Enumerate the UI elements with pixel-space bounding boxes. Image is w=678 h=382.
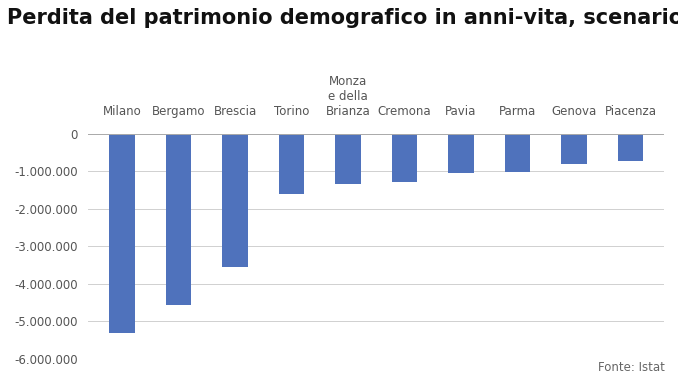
Bar: [448, 134, 474, 173]
Bar: [336, 134, 361, 184]
Bar: [166, 134, 191, 304]
Bar: [279, 134, 304, 194]
Bar: [222, 134, 247, 267]
Bar: [109, 134, 135, 333]
Text: Perdita del patrimonio demografico in anni-vita, scenario moderato: Perdita del patrimonio demografico in an…: [7, 8, 678, 28]
Bar: [392, 134, 417, 182]
Bar: [561, 134, 586, 163]
Bar: [618, 134, 643, 161]
Text: Fonte: Istat: Fonte: Istat: [597, 361, 664, 374]
Bar: [505, 134, 530, 172]
